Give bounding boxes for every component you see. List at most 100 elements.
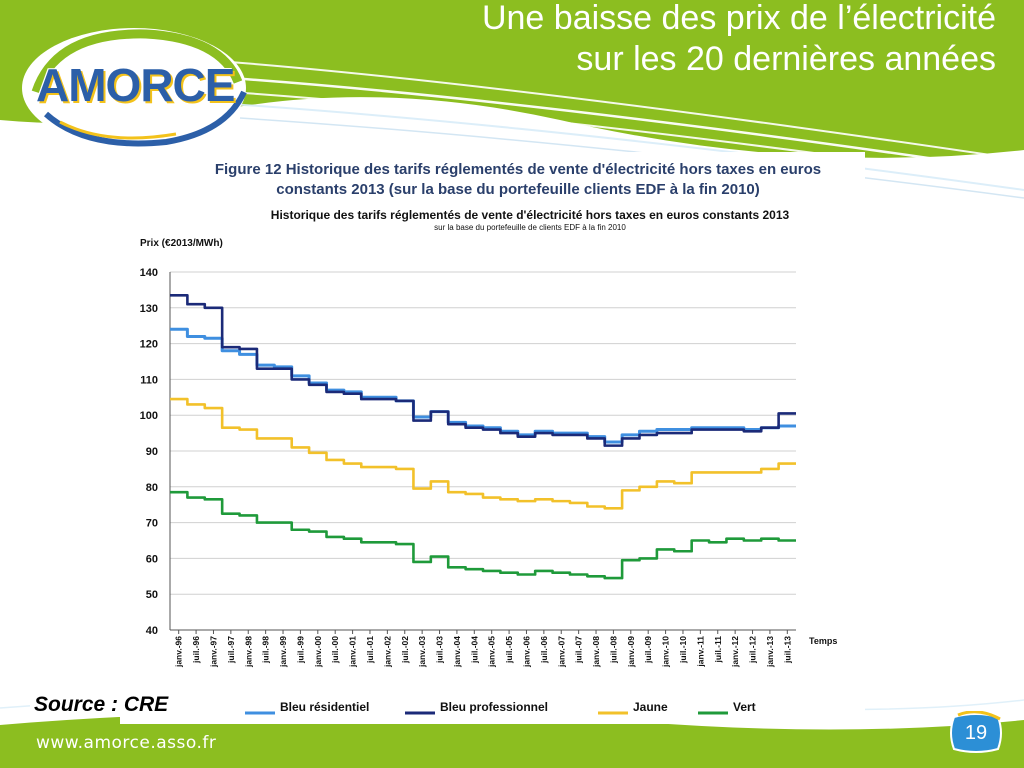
- data-point: [386, 541, 389, 544]
- data-point: [525, 500, 528, 502]
- data-point: [630, 559, 632, 561]
- amorce-logo: [22, 28, 247, 148]
- data-point: [543, 570, 545, 572]
- y-tick-label: 40: [146, 625, 158, 637]
- data-point: [230, 512, 232, 515]
- data-point: [334, 389, 336, 391]
- data-point: [177, 491, 180, 493]
- data-point: [525, 434, 528, 436]
- data-point: [264, 364, 267, 366]
- data-point: [647, 434, 649, 436]
- x-tick-label: janv.-02: [382, 636, 392, 668]
- data-point: [543, 430, 545, 433]
- data-point: [664, 432, 667, 434]
- x-tick-label: juil.-13: [782, 636, 792, 664]
- data-point: [595, 437, 597, 440]
- data-point: [716, 471, 719, 474]
- data-point: [299, 446, 302, 449]
- data-point: [595, 575, 597, 578]
- data-point: [543, 432, 545, 434]
- data-point: [386, 466, 389, 468]
- data-point: [264, 437, 267, 440]
- data-point: [195, 303, 197, 306]
- data-point: [351, 462, 354, 465]
- x-tick-label: juil.-99: [295, 636, 305, 664]
- data-point: [351, 391, 354, 393]
- figure-caption-line1: Figure 12 Historique des tarifs réglemen…: [214, 161, 822, 178]
- data-point: [734, 537, 736, 540]
- data-point: [299, 375, 302, 377]
- data-point: [786, 425, 789, 427]
- data-point: [612, 577, 615, 579]
- data-point: [560, 500, 563, 502]
- data-point: [612, 441, 615, 443]
- data-point: [247, 514, 250, 517]
- data-point: [612, 507, 615, 510]
- data-point: [769, 537, 771, 540]
- legend-label: Jaune: [633, 700, 668, 714]
- data-point: [247, 428, 250, 431]
- data-point: [699, 471, 702, 474]
- data-point: [716, 541, 719, 544]
- legend-label: Bleu résidentiel: [280, 700, 369, 714]
- x-tick-label: juil.-08: [608, 636, 618, 664]
- data-point: [769, 426, 771, 429]
- data-point: [282, 367, 284, 370]
- chart-title: Historique des tarifs réglementés de ven…: [270, 208, 790, 222]
- data-point: [786, 412, 789, 415]
- data-point: [699, 428, 702, 431]
- data-point: [560, 571, 563, 574]
- y-tick-label: 140: [140, 267, 158, 279]
- data-point: [682, 428, 684, 431]
- data-point: [299, 378, 302, 381]
- y-axis-label: Prix (€2013/MWh): [140, 238, 223, 249]
- x-tick-label: janv.-96: [174, 636, 184, 668]
- slide-title-line2: sur les 20 dernières années: [576, 40, 996, 78]
- legend-label: Vert: [733, 700, 756, 714]
- data-point: [595, 505, 597, 508]
- data-point: [490, 428, 493, 431]
- data-point: [647, 557, 649, 560]
- footer-url[interactable]: www.amorce.asso.fr: [36, 733, 217, 753]
- data-point: [751, 539, 754, 542]
- x-tick-label: janv.-12: [730, 636, 740, 668]
- x-tick-label: juil.-11: [713, 636, 723, 664]
- data-point: [369, 396, 371, 399]
- data-point: [247, 353, 250, 356]
- data-point: [508, 571, 510, 574]
- x-tick-label: juil.-09: [643, 636, 653, 664]
- y-tick-label: 120: [140, 339, 158, 351]
- x-tick-label: janv.-10: [661, 636, 671, 668]
- data-point: [682, 432, 684, 434]
- data-point: [630, 437, 632, 440]
- x-tick-label: juil.-10: [678, 636, 688, 664]
- data-point: [195, 496, 197, 499]
- x-tick-label: juil.-00: [330, 636, 340, 664]
- data-point: [386, 396, 389, 399]
- data-point: [212, 498, 215, 501]
- data-point: [786, 462, 789, 465]
- logo-text: AMORCE: [36, 59, 235, 111]
- data-point: [282, 521, 284, 524]
- data-point: [456, 421, 458, 424]
- x-tick-label: janv.-08: [591, 636, 601, 668]
- data-point: [769, 468, 771, 470]
- series-line-2: [170, 397, 796, 510]
- y-tick-label: 70: [146, 518, 158, 530]
- y-tick-label: 100: [140, 410, 158, 422]
- data-point: [751, 428, 754, 431]
- series-line-1: [170, 293, 796, 447]
- data-point: [230, 346, 232, 348]
- data-point: [664, 428, 667, 431]
- data-point: [195, 335, 197, 338]
- x-tick-label: janv.-98: [243, 636, 253, 668]
- figure-caption-line2: constants 2013 (sur la base du portefeui…: [276, 181, 760, 198]
- data-point: [734, 426, 736, 429]
- data-point: [230, 426, 232, 429]
- data-point: [264, 367, 267, 370]
- x-tick-label: juil.-02: [400, 636, 410, 664]
- data-point: [438, 555, 441, 558]
- x-tick-label: juil.-05: [504, 636, 514, 664]
- legend-label: Bleu professionnel: [440, 700, 548, 714]
- y-tick-label: 90: [146, 446, 158, 458]
